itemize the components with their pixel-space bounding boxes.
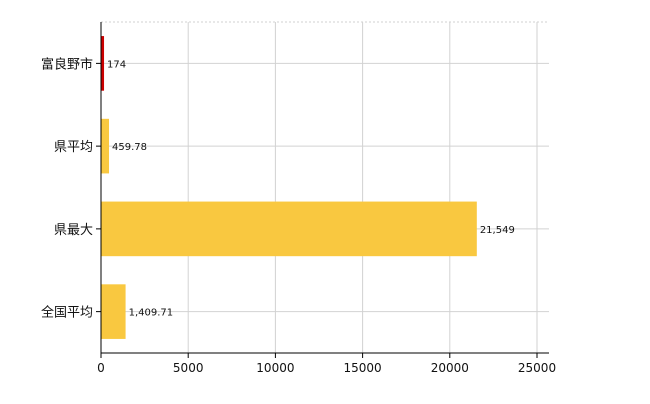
x-tick-label-5: 20000 (431, 361, 469, 375)
bars (101, 36, 477, 339)
category-label-1: 富良野市 (41, 56, 93, 72)
x-tick-label-3: 10000 (256, 361, 294, 375)
x-tick-label-4: 15000 (344, 361, 382, 375)
category-label-3: 県最大 (54, 223, 93, 238)
bar-4 (101, 284, 126, 339)
value-label-4: 1,409.71 (129, 308, 174, 319)
x-tick-label-1: 0 (97, 361, 105, 375)
category-label-4: 全国平均 (41, 305, 93, 321)
value-label-2: 459.78 (112, 142, 147, 153)
bar-1 (101, 36, 105, 91)
value-label-1: 174 (107, 59, 126, 70)
labels: 174 富良野市 459.78 県平均 21,549 県最大 1,409.71 全国平均 0 50… (41, 56, 556, 375)
bar-3 (101, 201, 477, 257)
x-tick-label-2: 5000 (173, 361, 204, 375)
category-label-2: 県平均 (54, 140, 93, 155)
bar-2 (101, 118, 110, 174)
value-label-3: 21,549 (480, 225, 515, 236)
x-tick-label-6: 25000 (518, 361, 556, 375)
axes (96, 22, 549, 358)
gridlines (101, 21, 549, 353)
